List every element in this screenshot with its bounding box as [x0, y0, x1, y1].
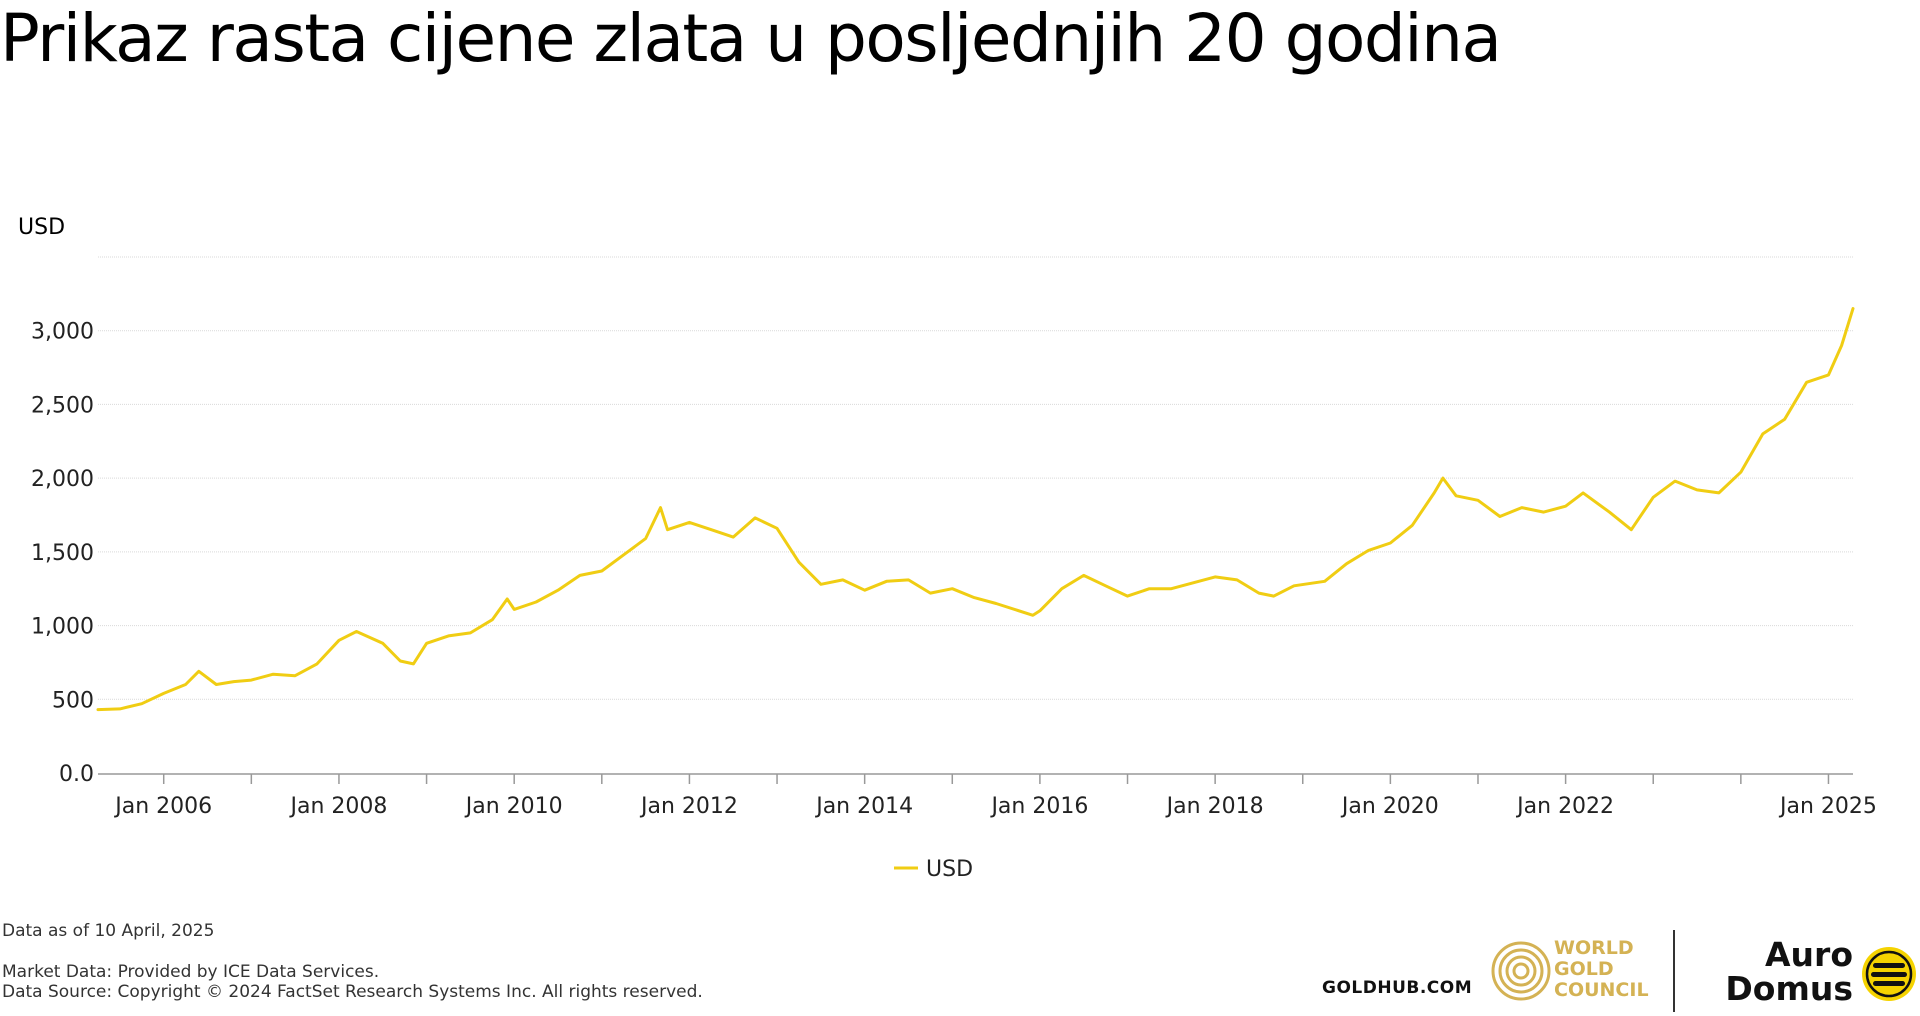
x-tick-label: Jan 2018: [1165, 794, 1264, 819]
gold-price-chart: USD 0.0 500 1,000 1,500 2,000 2,500 3,000 Jan …: [18, 215, 1877, 882]
y-axis-ticks: 0.0 500 1,000 1,500 2,000 2,500 3,000: [31, 320, 94, 787]
y-tick-label: 2,000: [31, 467, 94, 492]
y-tick-label: 2,500: [31, 393, 94, 418]
wgc-wordmark: WORLD GOLD COUNCIL: [1554, 938, 1649, 1001]
legend: USD: [894, 857, 973, 882]
gridlines: [98, 256, 1853, 700]
y-tick-label: 3,000: [31, 320, 94, 345]
x-tick-label: Jan 2012: [639, 794, 738, 819]
y-tick-label: 500: [52, 688, 94, 713]
x-tick-label: Jan 2006: [113, 794, 212, 819]
y-axis-label: USD: [18, 215, 65, 240]
legend-label-usd: USD: [926, 857, 973, 882]
auro-domus-wordmark: Auro Domus: [1723, 938, 1853, 1006]
auro-line-2: Domus: [1725, 969, 1853, 1008]
world-gold-council-logo: WORLD GOLD COUNCIL: [1490, 938, 1660, 1004]
auro-domus-logo: Auro Domus: [1723, 938, 1920, 1010]
wgc-line-3: COUNCIL: [1554, 979, 1649, 1001]
goldhub-link[interactable]: GOLDHUB.COM: [1322, 978, 1473, 998]
x-tick-label: Jan 2016: [989, 794, 1088, 819]
x-tick-label: Jan 2022: [1515, 794, 1614, 819]
wgc-line-2: GOLD: [1554, 958, 1614, 980]
data-as-of-note: Data as of 10 April, 2025: [2, 921, 215, 941]
market-data-note: Market Data: Provided by ICE Data Servic…: [2, 962, 380, 982]
page-title: Prikaz rasta cijene zlata u posljednjih …: [0, 0, 1502, 77]
x-tick-label: Jan 2008: [288, 794, 387, 819]
wgc-rings-icon: [1491, 941, 1551, 1001]
x-tick-label: Jan 2020: [1340, 794, 1439, 819]
x-tick-label: Jan 2014: [814, 794, 913, 819]
data-source-note: Data Source: Copyright © 2024 FactSet Re…: [2, 982, 703, 1002]
x-tick-label: Jan 2025: [1778, 794, 1877, 819]
auro-domus-coin-icon: [1862, 947, 1916, 1001]
logo-divider: [1673, 930, 1675, 1012]
y-tick-label: 0.0: [59, 762, 94, 787]
series-line-usd: [96, 307, 1855, 712]
y-tick-label: 1,000: [31, 615, 94, 640]
wgc-line-1: WORLD: [1554, 937, 1634, 959]
x-tick-label: Jan 2010: [464, 794, 563, 819]
y-tick-label: 1,500: [31, 541, 94, 566]
x-axis: Jan 2006 Jan 2008 Jan 2010 Jan 2012 Jan 2014…: [98, 773, 1877, 819]
auro-line-1: Auro: [1765, 935, 1853, 974]
